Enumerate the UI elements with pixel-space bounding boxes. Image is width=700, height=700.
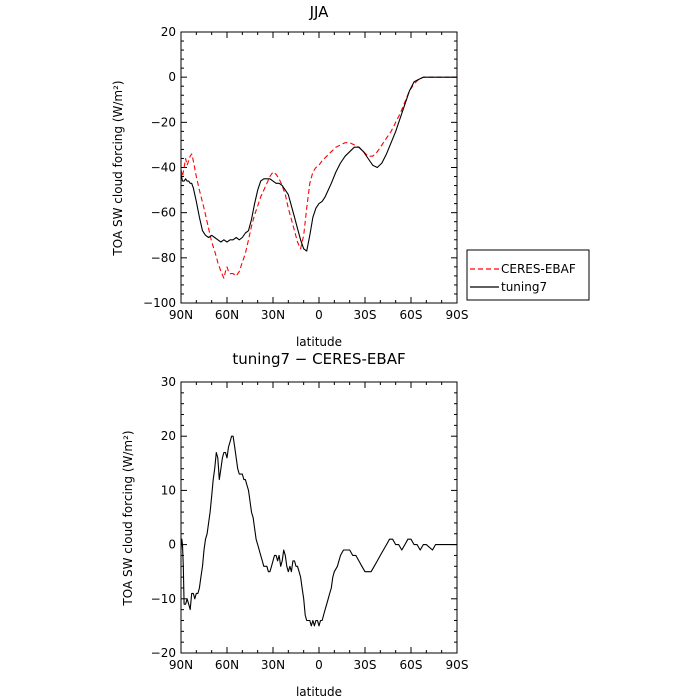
bottom-y-tick-labels: −20 −10 0 10 20 30 <box>151 375 176 660</box>
y-tick-label: 0 <box>168 538 176 552</box>
x-tick-label: 60N <box>215 308 239 322</box>
series-line-difference <box>180 435 457 627</box>
y-tick-label: −80 <box>151 251 176 265</box>
x-tick-label: 0 <box>315 658 323 672</box>
legend-box <box>466 249 590 301</box>
bottom-plot-frame <box>180 381 458 654</box>
legend: CERES-EBAF tuning7 <box>466 249 590 301</box>
y-tick-label: −20 <box>151 115 176 129</box>
x-tick-label: 0 <box>315 308 323 322</box>
x-tick-label: 90S <box>446 658 469 672</box>
bottom-axis-ticks <box>180 381 458 654</box>
series-line-tuning7 <box>180 76 457 252</box>
legend-label-tuning7: tuning7 <box>501 280 547 294</box>
top-y-axis-title: TOA SW cloud forcing (W/m²) <box>111 80 125 256</box>
y-tick-label: −10 <box>151 592 176 606</box>
x-tick-label: 60N <box>215 658 239 672</box>
top-series <box>180 76 457 279</box>
x-tick-label: 90N <box>169 308 193 322</box>
y-tick-label: −60 <box>151 206 176 220</box>
top-x-axis-title: latitude <box>296 335 342 349</box>
panel-top: JJA TOA SW cloud forcing (W/m²) latitude… <box>111 3 590 349</box>
x-tick-label: 30S <box>354 658 377 672</box>
bottom-panel-title: tuning7 − CERES-EBAF <box>232 350 405 368</box>
y-tick-label: 20 <box>161 25 176 39</box>
x-tick-label: 60S <box>400 658 423 672</box>
bottom-y-axis-title: TOA SW cloud forcing (W/m²) <box>121 430 135 606</box>
top-panel-title: JJA <box>309 3 330 21</box>
top-axis-ticks <box>180 31 458 304</box>
y-tick-label: −40 <box>151 161 176 175</box>
x-tick-label: 30S <box>354 308 377 322</box>
bottom-series <box>180 435 457 627</box>
panel-bottom: tuning7 − CERES-EBAF TOA SW cloud forcin… <box>121 350 468 699</box>
x-tick-label: 90S <box>446 308 469 322</box>
y-tick-label: 30 <box>161 375 176 389</box>
y-tick-label: 10 <box>161 483 176 497</box>
series-line-ceres-ebaf <box>180 76 457 279</box>
bottom-x-tick-labels: 90N 60N 30N 0 30S 60S 90S <box>169 658 469 672</box>
x-tick-label: 30N <box>261 658 285 672</box>
top-y-tick-labels: −100 −80 −60 −40 −20 0 20 <box>143 25 176 310</box>
legend-label-ceres: CERES-EBAF <box>501 262 576 276</box>
bottom-x-axis-title: latitude <box>296 685 342 699</box>
top-x-tick-labels: 90N 60N 30N 0 30S 60S 90S <box>169 308 469 322</box>
top-plot-frame <box>180 31 458 304</box>
y-tick-label: −100 <box>143 296 176 310</box>
x-tick-label: 60S <box>400 308 423 322</box>
x-tick-label: 30N <box>261 308 285 322</box>
x-tick-label: 90N <box>169 658 193 672</box>
y-tick-label: 20 <box>161 429 176 443</box>
y-tick-label: −20 <box>151 646 176 660</box>
y-tick-label: 0 <box>168 70 176 84</box>
